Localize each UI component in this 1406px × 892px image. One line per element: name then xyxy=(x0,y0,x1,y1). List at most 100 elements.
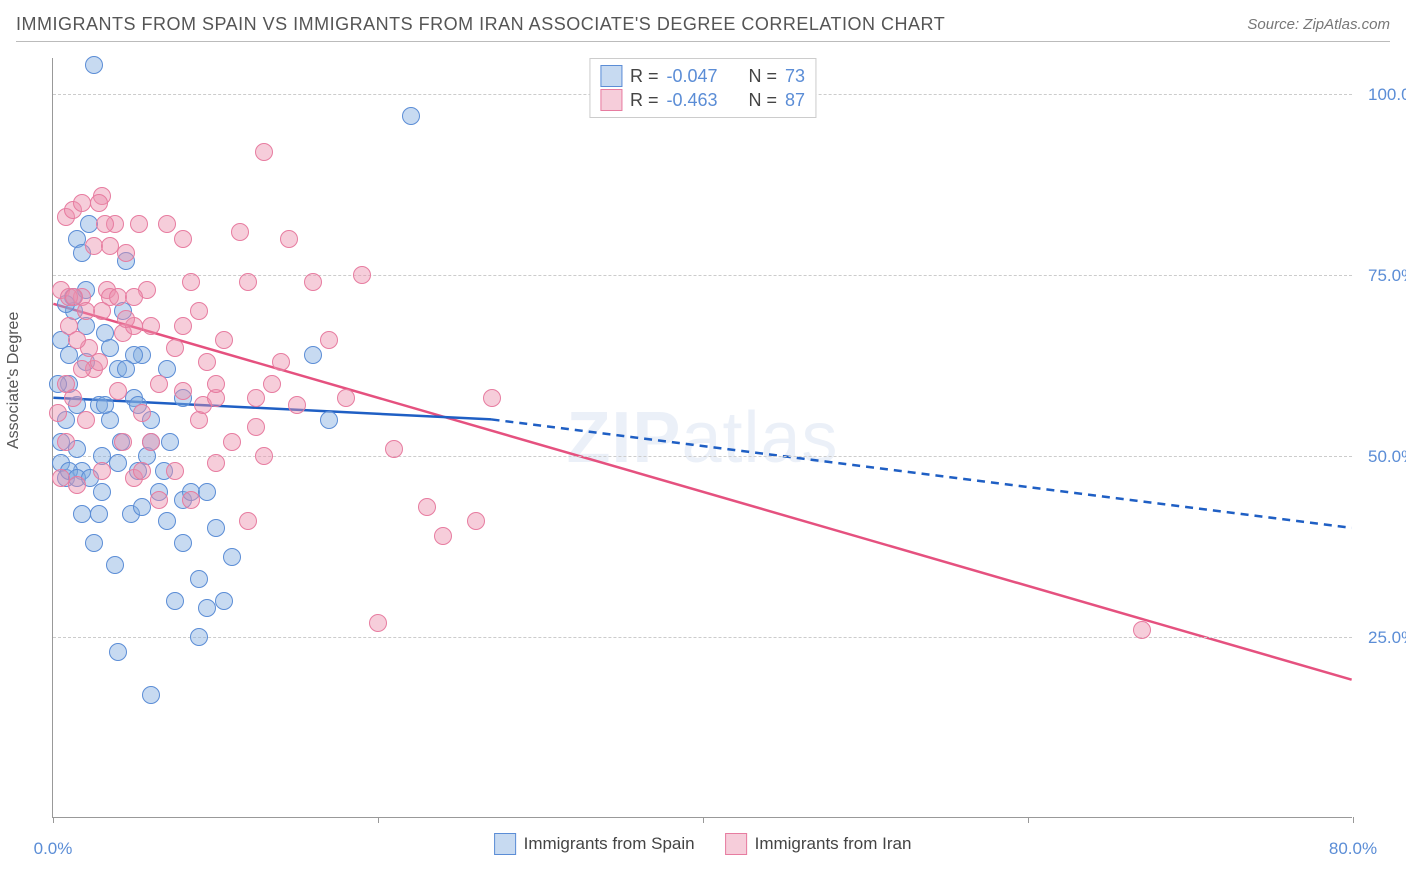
scatter-point-iran xyxy=(207,454,225,472)
scatter-point-spain xyxy=(198,483,216,501)
scatter-point-spain xyxy=(166,592,184,610)
scatter-point-spain xyxy=(133,498,151,516)
scatter-point-spain xyxy=(215,592,233,610)
scatter-point-spain xyxy=(161,433,179,451)
scatter-point-iran xyxy=(65,288,83,306)
scatter-point-spain xyxy=(198,599,216,617)
series-legend: Immigrants from Spain Immigrants from Ira… xyxy=(494,833,912,855)
correlation-legend: R = -0.047 N = 73 R = -0.463 N = 87 xyxy=(589,58,816,118)
scatter-point-iran xyxy=(133,462,151,480)
series-legend-label: Immigrants from Iran xyxy=(755,834,912,854)
chart-title: IMMIGRANTS FROM SPAIN VS IMMIGRANTS FROM… xyxy=(16,14,945,35)
scatter-point-spain xyxy=(109,643,127,661)
scatter-point-iran xyxy=(337,389,355,407)
scatter-point-iran xyxy=(320,331,338,349)
scatter-point-iran xyxy=(49,404,67,422)
scatter-point-spain xyxy=(190,570,208,588)
scatter-point-iran xyxy=(182,491,200,509)
legend-swatch-iran xyxy=(600,89,622,111)
scatter-point-iran xyxy=(68,476,86,494)
scatter-point-iran xyxy=(158,215,176,233)
scatter-point-iran xyxy=(288,396,306,414)
scatter-point-iran xyxy=(247,389,265,407)
scatter-point-iran xyxy=(93,462,111,480)
x-tick-label: 0.0% xyxy=(34,839,73,859)
scatter-point-iran xyxy=(467,512,485,530)
x-tick xyxy=(1028,817,1029,823)
scatter-point-iran xyxy=(182,273,200,291)
legend-swatch-spain xyxy=(494,833,516,855)
scatter-point-iran xyxy=(57,375,75,393)
scatter-point-iran xyxy=(130,215,148,233)
scatter-point-iran xyxy=(166,339,184,357)
scatter-point-iran xyxy=(93,302,111,320)
scatter-point-iran xyxy=(174,317,192,335)
scatter-point-iran xyxy=(96,215,114,233)
series-legend-item: Immigrants from Iran xyxy=(725,833,912,855)
scatter-point-iran xyxy=(239,273,257,291)
scatter-point-iran xyxy=(90,194,108,212)
scatter-point-iran xyxy=(272,353,290,371)
x-tick-label: 80.0% xyxy=(1329,839,1377,859)
trend-lines xyxy=(53,58,1352,817)
scatter-point-iran xyxy=(101,237,119,255)
legend-swatch-iran xyxy=(725,833,747,855)
scatter-point-iran xyxy=(1133,621,1151,639)
scatter-point-iran xyxy=(434,527,452,545)
scatter-point-spain xyxy=(96,396,114,414)
scatter-point-spain xyxy=(190,628,208,646)
scatter-point-spain xyxy=(142,686,160,704)
legend-swatch-spain xyxy=(600,65,622,87)
scatter-point-iran xyxy=(263,375,281,393)
scatter-point-spain xyxy=(223,548,241,566)
scatter-point-iran xyxy=(353,266,371,284)
scatter-point-iran xyxy=(109,382,127,400)
scatter-point-iran xyxy=(304,273,322,291)
scatter-point-spain xyxy=(73,505,91,523)
scatter-point-iran xyxy=(174,382,192,400)
scatter-point-spain xyxy=(402,107,420,125)
scatter-point-iran xyxy=(90,353,108,371)
scatter-chart: ZIPatlas R = -0.047 N = 73 R = -0.463 N … xyxy=(52,58,1352,818)
title-bar: IMMIGRANTS FROM SPAIN VS IMMIGRANTS FROM… xyxy=(16,14,1390,42)
scatter-point-spain xyxy=(158,512,176,530)
series-legend-item: Immigrants from Spain xyxy=(494,833,695,855)
scatter-point-spain xyxy=(85,534,103,552)
y-gridline: 50.0% xyxy=(53,456,1352,457)
y-tick-label: 100.0% xyxy=(1356,85,1406,105)
scatter-point-spain xyxy=(90,505,108,523)
scatter-point-spain xyxy=(207,519,225,537)
scatter-point-iran xyxy=(73,194,91,212)
watermark: ZIPatlas xyxy=(566,397,838,479)
scatter-point-iran xyxy=(150,375,168,393)
scatter-point-iran xyxy=(198,353,216,371)
scatter-point-iran xyxy=(166,462,184,480)
scatter-point-iran xyxy=(68,331,86,349)
scatter-point-spain xyxy=(117,360,135,378)
scatter-point-iran xyxy=(125,288,143,306)
scatter-point-iran xyxy=(73,360,91,378)
scatter-point-iran xyxy=(133,404,151,422)
scatter-point-iran xyxy=(215,331,233,349)
scatter-point-iran xyxy=(255,447,273,465)
scatter-point-iran xyxy=(117,310,135,328)
y-gridline: 25.0% xyxy=(53,637,1352,638)
scatter-point-iran xyxy=(117,244,135,262)
correlation-legend-row: R = -0.463 N = 87 xyxy=(600,89,805,111)
y-axis-label: Associate's Degree xyxy=(5,312,23,449)
scatter-point-iran xyxy=(77,411,95,429)
scatter-point-iran xyxy=(255,143,273,161)
y-tick-label: 75.0% xyxy=(1356,266,1406,286)
scatter-point-spain xyxy=(109,454,127,472)
scatter-point-spain xyxy=(85,56,103,74)
scatter-point-iran xyxy=(114,433,132,451)
scatter-point-iran xyxy=(174,230,192,248)
scatter-point-iran xyxy=(77,302,95,320)
scatter-point-iran xyxy=(150,491,168,509)
series-legend-label: Immigrants from Spain xyxy=(524,834,695,854)
correlation-legend-row: R = -0.047 N = 73 xyxy=(600,65,805,87)
source-label: Source: ZipAtlas.com xyxy=(1247,16,1390,33)
scatter-point-spain xyxy=(174,534,192,552)
x-tick xyxy=(53,817,54,823)
y-tick-label: 25.0% xyxy=(1356,628,1406,648)
